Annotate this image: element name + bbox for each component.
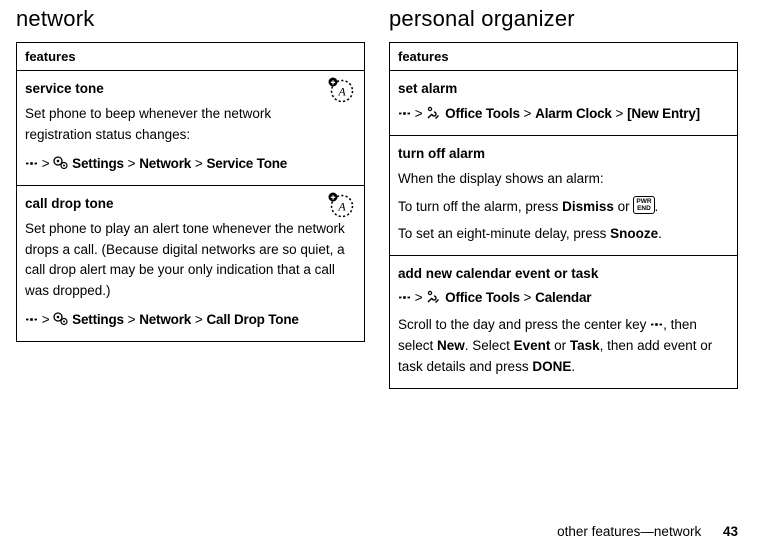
path-seg: Settings — [72, 156, 124, 171]
event-label: Event — [514, 338, 551, 353]
feature-call-drop-tone: call drop tone Set phone to play an aler… — [17, 186, 364, 342]
features-table-left: features service tone Set phone to beep … — [16, 42, 365, 342]
pwr-end-key-icon: PWREND — [633, 196, 654, 214]
feature-name: call drop tone — [25, 194, 356, 215]
feature-name: add new calendar event or task — [398, 264, 729, 285]
section-title-network: network — [16, 6, 365, 32]
dismiss-label: Dismiss — [562, 199, 614, 214]
new-label: New — [437, 338, 465, 353]
feature-name: set alarm — [398, 79, 729, 100]
menu-path: > Settings > Network > Call Drop Tone — [25, 310, 356, 331]
center-key-icon — [650, 317, 663, 330]
snooze-label: Snooze — [610, 226, 658, 241]
section-title-organizer: personal organizer — [389, 6, 738, 32]
feature-service-tone: service tone Set phone to beep whenever … — [17, 71, 364, 186]
done-label: DONE — [532, 359, 571, 374]
path-seg: Call Drop Tone — [206, 312, 298, 327]
path-seg: Settings — [72, 312, 124, 327]
center-key-icon — [398, 106, 411, 119]
path-seg: Network — [139, 156, 191, 171]
footer-text: other features—network — [557, 524, 701, 539]
path-seg: Service Tone — [206, 156, 287, 171]
path-seg: Calendar — [535, 290, 591, 305]
feature-name: turn off alarm — [398, 144, 729, 165]
menu-path: > Settings > Network > Service Tone — [25, 154, 356, 175]
task-label: Task — [570, 338, 600, 353]
right-column: personal organizer features set alarm > … — [389, 6, 738, 389]
text: or — [614, 199, 634, 214]
text: . — [571, 359, 575, 374]
text: or — [550, 338, 570, 353]
settings-icon — [53, 312, 68, 326]
path-seg: Network — [139, 312, 191, 327]
office-tools-icon — [426, 106, 441, 120]
alarm-line1: When the display shows an alarm: — [398, 169, 729, 190]
text: To set an eight-minute delay, press — [398, 226, 610, 241]
center-key-icon — [398, 290, 411, 303]
path-seg: Office Tools — [445, 290, 520, 305]
feature-set-alarm: set alarm > Office Tools > Alarm Clock >… — [390, 71, 737, 136]
feature-add-calendar: add new calendar event or task > Office … — [390, 256, 737, 389]
alarm-line3: To set an eight-minute delay, press Snoo… — [398, 224, 729, 245]
settings-icon — [53, 156, 68, 170]
center-key-icon — [25, 156, 38, 169]
page-footer: other features—network 43 — [557, 524, 738, 539]
page-number: 43 — [723, 524, 738, 539]
office-tools-icon — [426, 290, 441, 304]
table-header: features — [390, 43, 737, 71]
menu-path: > Office Tools > Alarm Clock > [New Entr… — [398, 104, 729, 125]
text: Scroll to the day and press the center k… — [398, 317, 650, 332]
feature-turn-off-alarm: turn off alarm When the display shows an… — [390, 136, 737, 256]
left-column: network features service tone Set phone … — [16, 6, 365, 389]
center-key-icon — [25, 312, 38, 325]
feature-body: Set phone to play an alert tone whenever… — [25, 219, 356, 303]
table-header: features — [17, 43, 364, 71]
features-table-right: features set alarm > Office Tools > Alar… — [389, 42, 738, 389]
text: . Select — [465, 338, 514, 353]
feature-name: service tone — [25, 79, 356, 100]
text: . — [655, 199, 659, 214]
path-seg: [New Entry] — [627, 106, 700, 121]
optional-feature-icon — [326, 77, 356, 103]
optional-feature-icon — [326, 192, 356, 218]
menu-path: > Office Tools > Calendar — [398, 288, 729, 309]
alarm-line2: To turn off the alarm, press Dismiss or … — [398, 196, 729, 218]
calendar-body: Scroll to the day and press the center k… — [398, 315, 729, 378]
text: . — [658, 226, 662, 241]
feature-body: Set phone to beep whenever the network r… — [25, 104, 356, 146]
path-seg: Office Tools — [445, 106, 520, 121]
text: To turn off the alarm, press — [398, 199, 562, 214]
path-seg: Alarm Clock — [535, 106, 612, 121]
